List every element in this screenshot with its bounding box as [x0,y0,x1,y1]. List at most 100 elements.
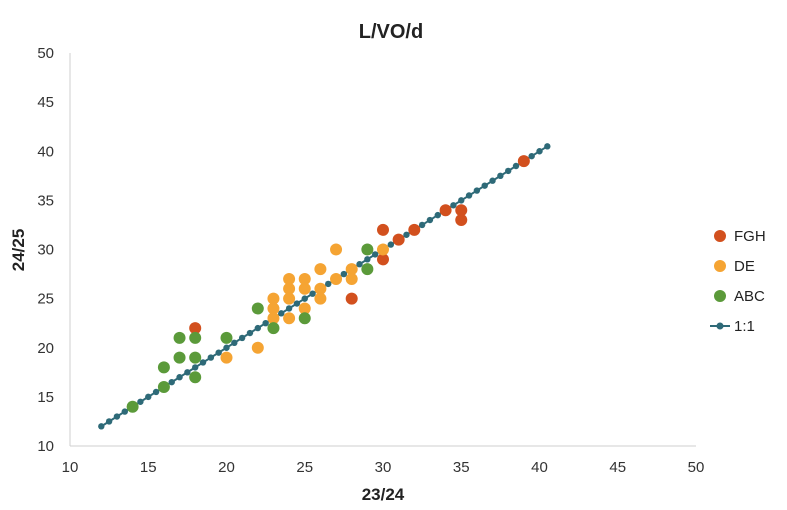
legend-label-abc: ABC [734,288,765,305]
data-point-abc [157,381,170,394]
line-1-1-marker [137,398,144,405]
legend: FGH DE ABC 1:1 [710,228,766,335]
line-1-1-marker [387,241,395,248]
line-1-1-marker [512,162,520,170]
line-1-1-marker [481,182,488,189]
line-1-1-marker [356,261,363,268]
data-point-fgh [345,292,358,305]
line-1-1-marker [489,177,496,184]
data-point-fgh [439,204,452,217]
line-1-1-marker [231,339,238,347]
data-point-abc [251,302,264,315]
data-point-de [298,302,311,315]
y-tick-label: 45 [37,94,54,111]
data-point-abc [267,322,280,335]
y-tick-label: 40 [37,143,54,160]
axes [69,53,696,447]
line-1-1-marker [505,167,512,175]
data-point-abc [298,312,311,325]
line-1-1-marker [285,305,293,312]
data-point-abc [157,361,170,374]
legend-label-fgh: FGH [734,228,766,245]
data-point-de [283,292,296,305]
line-1-1-marker [98,423,105,430]
line-1-1-marker [364,256,371,263]
data-point-abc [361,243,374,256]
legend-marker-de [714,260,726,272]
data-point-de [298,272,311,285]
data-point-abc [173,331,186,344]
data-point-abc [189,351,202,364]
data-point-abc [173,351,186,364]
chart-title: L/VO/d [359,21,423,43]
data-point-abc [189,331,202,344]
line-1-1-marker [207,354,215,361]
y-tick-label: 50 [37,45,54,62]
line-1-1-marker [254,324,261,332]
x-tick-label: 50 [688,459,705,476]
data-point-abc [189,371,202,384]
y-tick-labels: 10 15 20 25 30 35 40 45 50 [37,45,54,455]
y-tick-label: 30 [37,242,54,259]
line-1-1-marker [176,374,183,381]
line-1-1-marker [458,197,465,204]
y-tick-label: 20 [37,340,54,357]
data-point-fgh [392,233,405,246]
data-point-fgh [408,223,421,236]
line-1-1-marker [262,319,269,327]
line-1-1-marker [293,300,301,307]
scatter-points [126,155,530,413]
x-tick-label: 15 [140,459,157,476]
y-axis-label: 24/25 [9,229,28,272]
line-1-1-marker [223,344,230,351]
line-1-1-marker [145,393,152,401]
x-axis-label: 23/24 [362,485,405,504]
legend-marker-fgh [714,230,726,242]
line-1-1-marker [238,334,246,342]
line-1-1-marker [450,202,457,209]
data-point-abc [126,400,139,413]
x-tick-label: 20 [218,459,235,476]
data-point-de [314,263,327,276]
data-point-fgh [189,322,202,335]
line-1-1-marker [473,187,481,194]
line-1-1-marker [371,251,379,258]
line-1-1-marker [199,359,207,366]
data-point-de [283,272,296,285]
data-point-de [345,263,358,276]
legend-marker-1-1 [716,322,724,330]
line-1-1-marker [544,143,551,150]
line-1-1-marker [497,172,504,180]
line-1-1-marker [340,270,348,278]
line-1-1-marker [434,211,441,219]
data-point-fgh [517,155,530,168]
data-point-de [314,282,327,295]
data-point-de [345,272,358,285]
data-point-de [330,243,343,256]
data-point-de [251,341,264,354]
data-point-de [298,282,311,295]
line-1-1-marker [105,418,113,425]
x-tick-label: 30 [375,459,392,476]
data-point-fgh [377,223,389,236]
data-point-de [377,243,389,256]
data-point-de [267,292,280,305]
data-point-abc [361,263,374,276]
line-1-1-marker [184,369,191,376]
data-point-de [283,312,296,325]
line-1-1-marker [168,378,175,386]
data-point-abc [220,331,233,344]
data-point-de [267,302,280,315]
line-1-1-marker [113,413,121,420]
data-point-fgh [455,204,468,217]
line-1-1-marker [536,148,543,155]
x-tick-labels: 10 15 20 25 30 35 40 45 50 [62,459,705,476]
data-point-de [220,351,233,364]
line-1-1-marker [278,310,285,317]
y-tick-label: 15 [37,389,54,406]
x-tick-label: 40 [531,459,548,476]
x-tick-label: 35 [453,459,470,476]
line-1-1-marker [403,231,410,238]
data-point-de [314,292,327,305]
